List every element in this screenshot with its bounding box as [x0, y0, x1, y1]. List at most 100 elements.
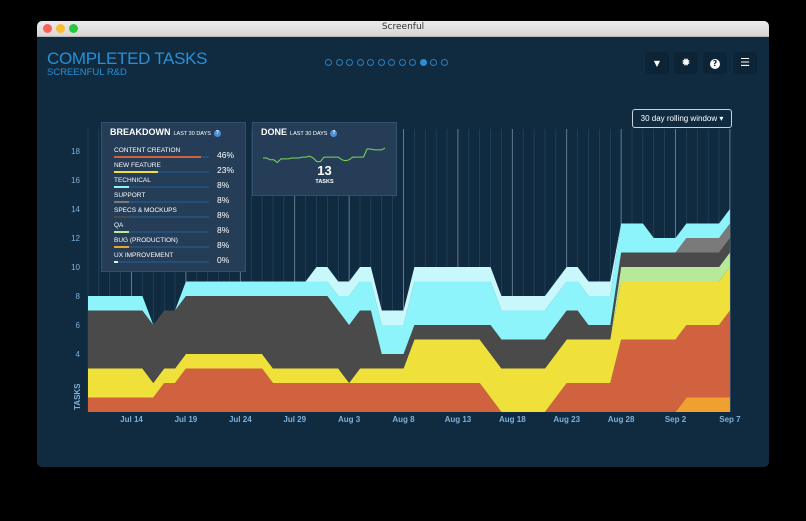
- y-tick-label: 16: [71, 176, 80, 185]
- y-tick-label: 18: [71, 147, 80, 156]
- rolling-window-dropdown[interactable]: 30 day rolling window ▾: [632, 109, 732, 128]
- breakdown-bar-fill: [114, 261, 118, 263]
- minimize-button[interactable]: [56, 24, 65, 33]
- page-dot[interactable]: [419, 59, 427, 66]
- page-dot[interactable]: [440, 59, 448, 66]
- breakdown-bar-fill: [114, 246, 130, 248]
- page-dot[interactable]: [335, 59, 343, 66]
- y-tick-label: 4: [76, 350, 81, 359]
- breakdown-pct: 8%: [217, 195, 230, 205]
- page-dot[interactable]: [356, 59, 364, 66]
- breakdown-label: SPECS & MOCKUPS: [114, 207, 177, 214]
- filter-button[interactable]: ▼: [645, 52, 669, 74]
- filter-icon: ▼: [653, 59, 661, 68]
- breakdown-period: LAST 30 DAYS: [173, 131, 211, 137]
- x-tick-label: Aug 8: [392, 415, 415, 424]
- breakdown-bar: [114, 216, 209, 218]
- page-dot[interactable]: [325, 59, 332, 66]
- x-tick-label: Jul 14: [120, 415, 143, 424]
- breakdown-pct: 8%: [217, 180, 230, 190]
- breakdown-bar-fill: [114, 216, 130, 218]
- breakdown-label: BUG (PRODUCTION): [114, 237, 178, 244]
- x-tick-label: Jul 29: [283, 415, 306, 424]
- breakdown-pct: 8%: [217, 240, 230, 250]
- maximize-button[interactable]: [69, 24, 78, 33]
- breakdown-label: CONTENT CREATION: [114, 147, 181, 154]
- breakdown-bar: [114, 231, 209, 233]
- breakdown-pct: 8%: [217, 225, 230, 235]
- breakdown-pct: 46%: [217, 150, 235, 160]
- gear-icon: ✹: [681, 56, 691, 69]
- breakdown-label: TECHNICAL: [114, 177, 151, 184]
- breakdown-bar: [114, 171, 209, 173]
- breakdown-label: QA: [114, 222, 124, 229]
- menu-icon: ☰: [740, 56, 750, 69]
- x-tick-label: Aug 18: [499, 415, 526, 424]
- done-sparkline: [263, 147, 386, 164]
- page-title: COMPLETED TASKS: [47, 49, 208, 68]
- x-tick-label: Sep 2: [665, 415, 687, 424]
- breakdown-pct: 23%: [217, 165, 235, 175]
- x-tick-label: Aug 28: [608, 415, 635, 424]
- x-tick-label: Aug 3: [338, 415, 361, 424]
- page-dot[interactable]: [430, 59, 437, 66]
- breakdown-bar-fill: [114, 201, 130, 203]
- breakdown-bar: [114, 246, 209, 248]
- settings-button[interactable]: ✹: [674, 52, 698, 74]
- page-subtitle: SCREENFUL R&D: [47, 67, 127, 78]
- title-bar: Screenful: [37, 21, 769, 37]
- done-title: DONE: [261, 127, 288, 137]
- breakdown-pct: 8%: [217, 210, 230, 220]
- y-tick-label: 14: [71, 205, 80, 214]
- help-icon[interactable]: ?: [330, 130, 338, 137]
- area-technical: [88, 209, 730, 354]
- page-dot[interactable]: [409, 59, 416, 66]
- menu-button[interactable]: ☰: [733, 52, 757, 74]
- area-specs-mockups: [88, 238, 730, 383]
- x-tick-label: Sep 7: [719, 415, 741, 424]
- breakdown-panel: BREAKDOWN LAST 30 DAYS? CONTENT CREATION …: [101, 122, 246, 272]
- breakdown-bar: [114, 186, 209, 188]
- breakdown-label: UX IMPROVEMENT: [114, 252, 174, 259]
- page-dot[interactable]: [388, 59, 395, 66]
- area-ux-improvement: [88, 209, 730, 325]
- breakdown-bar-fill: [114, 156, 202, 158]
- sparkline-path: [263, 147, 386, 164]
- done-count: 13: [317, 163, 332, 178]
- breakdown-pct: 0%: [217, 255, 230, 265]
- breakdown-bar: [114, 201, 209, 203]
- y-tick-label: 10: [71, 263, 80, 272]
- page-dot[interactable]: [367, 59, 374, 66]
- page-indicator: [325, 59, 448, 66]
- breakdown-bar: [114, 261, 209, 263]
- breakdown-label: SUPPORT: [114, 192, 146, 199]
- y-axis-label: TASKS: [73, 383, 82, 410]
- breakdown-label: NEW FEATURE: [114, 162, 161, 169]
- breakdown-bar: [114, 156, 209, 158]
- page-dot[interactable]: [377, 59, 385, 66]
- breakdown-bar-fill: [114, 186, 130, 188]
- x-tick-label: Jul 19: [175, 415, 198, 424]
- done-period: LAST 30 DAYS: [290, 131, 328, 137]
- close-button[interactable]: [43, 24, 52, 33]
- done-unit: TASKS: [315, 179, 334, 185]
- help-button[interactable]: ?: [703, 52, 727, 74]
- help-icon: ?: [710, 59, 720, 69]
- help-icon[interactable]: ?: [213, 130, 221, 137]
- y-tick-label: 8: [76, 292, 81, 301]
- window-title: Screenful: [381, 22, 425, 32]
- page-dot[interactable]: [346, 59, 353, 66]
- breakdown-title: BREAKDOWN: [110, 127, 171, 137]
- breakdown-bar-fill: [114, 231, 130, 233]
- x-tick-label: Aug 23: [553, 415, 580, 424]
- area-content-creation: [88, 310, 730, 412]
- y-tick-label: 12: [71, 234, 80, 243]
- page-dot[interactable]: [398, 59, 406, 66]
- x-tick-label: Jul 24: [229, 415, 252, 424]
- done-panel: DONE LAST 30 DAYS? 13 TASKS: [252, 122, 397, 196]
- area-new-feature: [88, 267, 730, 412]
- app-window: Screenful COMPLETED TASKS SCREENFUL R&D …: [37, 21, 769, 467]
- y-tick-label: 6: [76, 321, 81, 330]
- breakdown-bar-fill: [114, 171, 158, 173]
- x-tick-label: Aug 13: [445, 415, 472, 424]
